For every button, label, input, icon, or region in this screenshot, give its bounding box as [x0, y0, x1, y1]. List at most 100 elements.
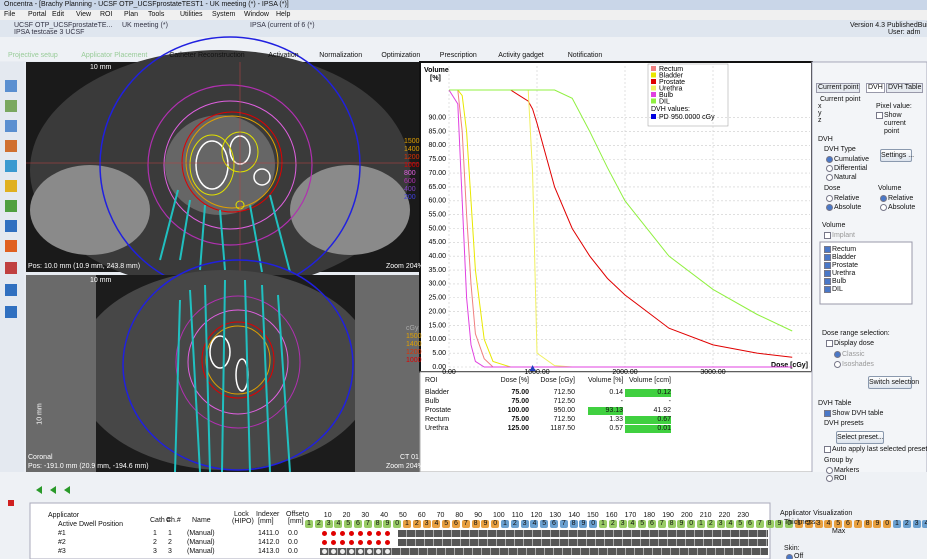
menu-item[interactable]: View: [76, 11, 92, 18]
field-label: DVH presets: [824, 420, 864, 427]
menu-item[interactable]: Edit: [52, 11, 65, 18]
catheter-cell: 2: [168, 539, 172, 546]
zoom-label: Zoom 204%: [386, 463, 424, 470]
menu-item[interactable]: Plan: [124, 11, 139, 18]
workflow-step[interactable]: Applicator Placement: [81, 52, 148, 59]
y-tick-label: 20.00: [428, 308, 446, 315]
tree-item[interactable]: #3: [58, 548, 66, 555]
column-header: Cath #: [150, 517, 171, 524]
radio[interactable]: [826, 467, 833, 474]
dwell-position[interactable]: [340, 531, 345, 536]
dwell-position[interactable]: [349, 540, 354, 545]
workflow-step[interactable]: Projective setup: [8, 52, 58, 59]
dwell-position[interactable]: [358, 540, 363, 545]
menu-item[interactable]: File: [4, 11, 16, 18]
dwell-position[interactable]: [376, 531, 381, 536]
dwell-position[interactable]: [322, 540, 327, 545]
workflow-step[interactable]: Optimization: [381, 52, 421, 59]
radio[interactable]: [826, 174, 833, 181]
settings-button[interactable]: Settings ...: [880, 149, 914, 162]
menu-item[interactable]: Window: [244, 11, 269, 18]
workflow-step[interactable]: Activity gadget: [498, 52, 544, 59]
dwell-position[interactable]: [331, 549, 336, 554]
menu-item[interactable]: Tools: [148, 11, 165, 18]
workflow-step[interactable]: Prescription: [439, 52, 477, 59]
ruler-cell: 8: [765, 520, 774, 528]
ruler-cell: 0: [589, 520, 598, 528]
dwell-position[interactable]: [349, 531, 354, 536]
tree-item[interactable]: Active Dwell Position: [58, 521, 123, 528]
workflow-step[interactable]: Activation: [268, 52, 299, 59]
dwell-position[interactable]: [331, 540, 336, 545]
checkbox[interactable]: [876, 112, 883, 119]
dwell-position[interactable]: [385, 549, 390, 554]
dwell-position[interactable]: [385, 540, 390, 545]
dwell-position[interactable]: [340, 540, 345, 545]
menu-item[interactable]: Help: [276, 11, 291, 18]
panel-tab[interactable]: DVH: [866, 83, 885, 93]
radio[interactable]: [826, 195, 833, 202]
x-tick-label: 0.00: [442, 369, 456, 376]
dwell-position[interactable]: [349, 549, 354, 554]
radio[interactable]: [786, 554, 793, 559]
checkbox[interactable]: [824, 246, 831, 253]
document-tab[interactable]: IPSA testcase 3 UCSF: [14, 29, 85, 36]
dwell-position[interactable]: [385, 531, 390, 536]
checkbox[interactable]: [826, 340, 833, 347]
radio-label: Markers: [834, 467, 860, 474]
document-tab[interactable]: IPSA (current of 6 (*): [250, 22, 315, 29]
stop-icon[interactable]: [8, 500, 14, 506]
menu-item[interactable]: ROI: [100, 11, 113, 18]
menu-item[interactable]: Utilities: [180, 11, 203, 18]
checkbox[interactable]: [824, 278, 831, 285]
radio[interactable]: [834, 351, 841, 358]
dwell-position[interactable]: [376, 549, 381, 554]
table-header: Dose [%]: [500, 377, 529, 384]
dwell-position[interactable]: [376, 540, 381, 545]
version-label: Version 4.3 PublishedBuildMe: [850, 22, 927, 29]
menu-item[interactable]: System: [212, 11, 236, 18]
dwell-position[interactable]: [367, 531, 372, 536]
table-cell: 0.57: [609, 425, 623, 432]
dwell-position[interactable]: [322, 531, 327, 536]
radio[interactable]: [826, 156, 833, 163]
nav-arrows[interactable]: [36, 486, 70, 494]
dwell-position[interactable]: [331, 531, 336, 536]
isodose-label: 1200: [404, 154, 420, 161]
dwell-position[interactable]: [322, 549, 327, 554]
dwell-position[interactable]: [358, 531, 363, 536]
dwell-position[interactable]: [367, 540, 372, 545]
dwell-position[interactable]: [367, 549, 372, 554]
workflow-step[interactable]: Notification: [567, 52, 603, 59]
radio[interactable]: [826, 475, 833, 482]
panel-tab[interactable]: DVH Table: [886, 83, 924, 93]
document-tab[interactable]: UK meeting (*): [122, 22, 168, 29]
checkbox[interactable]: [824, 270, 831, 277]
ruler-scale: 50: [399, 512, 407, 519]
radio[interactable]: [826, 165, 833, 172]
panel-tab[interactable]: Current point: [816, 83, 861, 93]
tree-item[interactable]: #2: [58, 539, 66, 546]
workflow-step[interactable]: Catheter Reconstruction: [169, 52, 245, 59]
checkbox[interactable]: [824, 446, 831, 453]
checkbox[interactable]: [824, 254, 831, 261]
tree-item[interactable]: Applicator: [48, 512, 80, 519]
tree-item[interactable]: #1: [58, 530, 66, 537]
document-tab[interactable]: UCSF OTP_UCSFprostateTE...: [14, 22, 113, 29]
radio[interactable]: [834, 361, 841, 368]
isodose-label: 1400: [406, 341, 422, 348]
y-tick-label: 30.00: [428, 281, 446, 288]
radio[interactable]: [826, 204, 833, 211]
checkbox[interactable]: [824, 262, 831, 269]
menu-item[interactable]: Portal: [28, 11, 47, 18]
checkbox[interactable]: [824, 286, 831, 293]
radio[interactable]: [880, 195, 887, 202]
radio[interactable]: [880, 204, 887, 211]
checkbox[interactable]: [824, 410, 831, 417]
checkbox[interactable]: [824, 232, 831, 239]
switch-selection-button[interactable]: Switch selection: [868, 376, 919, 389]
workflow-step[interactable]: Normalization: [319, 52, 363, 59]
dwell-position[interactable]: [358, 549, 363, 554]
dwell-position[interactable]: [340, 549, 345, 554]
select-preset-button[interactable]: Select preset...: [836, 431, 884, 444]
